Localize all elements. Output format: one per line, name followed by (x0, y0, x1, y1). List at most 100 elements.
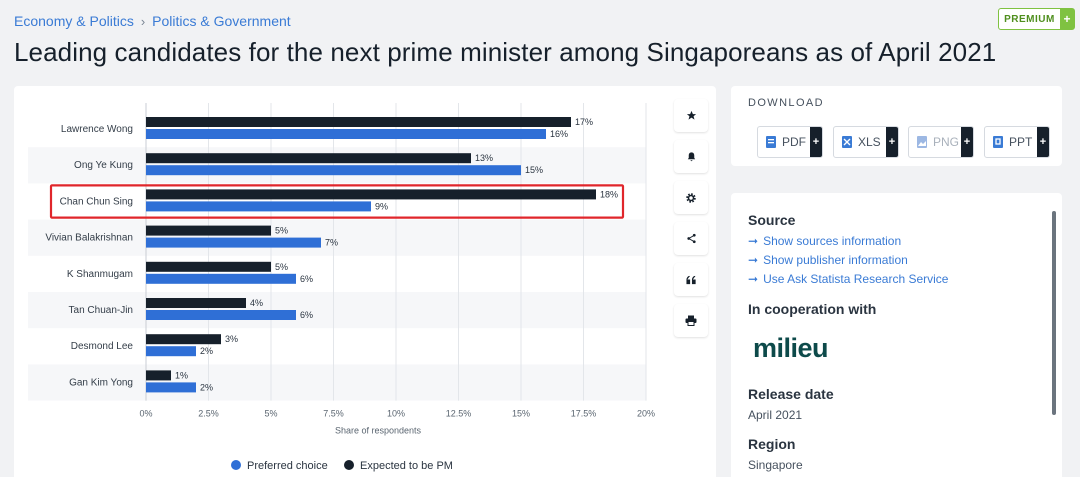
pdf-icon (766, 136, 776, 148)
bar-preferred-choice (146, 165, 521, 176)
gear-icon (686, 192, 696, 203)
bar-preferred-choice (146, 346, 196, 357)
cooperation-heading: In cooperation with (748, 301, 877, 317)
bar-expected-to-be-pm (146, 370, 171, 381)
arrow-right-icon: ➞ (748, 272, 759, 286)
ask-statista-label: Use Ask Statista Research Service (763, 272, 949, 286)
show-publisher-label: Show publisher information (763, 253, 908, 267)
show-sources-link[interactable]: ➞ Show sources information (748, 234, 901, 248)
value-label: 6% (300, 274, 313, 284)
region-heading: Region (748, 436, 796, 452)
value-label: 18% (600, 189, 618, 199)
download-title: DOWNLOAD (748, 97, 824, 109)
cite-button[interactable] (674, 263, 708, 296)
x-tick-label: 12.5% (446, 409, 472, 419)
release-date-value: April 2021 (748, 408, 803, 422)
x-tick-label: 5% (264, 409, 277, 419)
value-label: 5% (275, 262, 288, 272)
row-band (28, 219, 646, 256)
bar-preferred-choice (146, 129, 546, 139)
print-button[interactable] (674, 304, 708, 337)
info-scrollbar[interactable] (1052, 211, 1056, 415)
notification-button[interactable] (674, 140, 708, 173)
category-label: Gan Kim Yong (69, 377, 133, 388)
legend-marker (231, 460, 241, 470)
region-value: Singapore (748, 458, 803, 472)
breadcrumb-economy-politics[interactable]: Economy & Politics (14, 13, 134, 29)
bell-icon (687, 151, 695, 161)
category-label: K Shanmugam (67, 269, 133, 280)
value-label: 3% (225, 334, 238, 344)
bar-preferred-choice (146, 310, 296, 320)
settings-button[interactable] (674, 181, 708, 214)
breadcrumb-separator: › (140, 13, 146, 29)
download-ppt-plus: + (1037, 127, 1049, 157)
share-icon (686, 233, 696, 244)
download-png-plus: + (961, 127, 973, 157)
download-pdf-label: PDF (782, 135, 806, 149)
source-heading: Source (748, 212, 796, 228)
star-icon (686, 110, 696, 120)
print-icon (685, 315, 697, 326)
x-tick-label: 15% (512, 409, 530, 419)
bar-expected-to-be-pm (146, 298, 246, 308)
x-tick-label: 10% (387, 409, 405, 419)
chart: 0% 2.5% 5% 7.5% 10% 12.5% 15% 17.5% 20% Lawrence … (28, 103, 655, 472)
show-publisher-link[interactable]: ➞ Show publisher information (748, 253, 908, 267)
value-label: 5% (275, 226, 288, 236)
value-label: 13% (475, 153, 493, 163)
category-label: Vivian Balakrishnan (45, 233, 133, 244)
row-band (28, 292, 646, 329)
download-pdf-plus: + (810, 127, 822, 157)
quote-icon (685, 275, 696, 284)
category-label: Desmond Lee (71, 341, 134, 352)
share-button[interactable] (674, 222, 708, 255)
page-title: Leading candidates for the next prime mi… (14, 37, 997, 67)
bar-expected-to-be-pm (146, 189, 596, 200)
png-icon (917, 136, 927, 148)
download-pdf-button[interactable]: PDF + (757, 126, 823, 158)
legend-marker (344, 460, 354, 470)
bar-preferred-choice (146, 237, 321, 248)
bar-expected-to-be-pm (146, 117, 571, 127)
highlight-box (49, 184, 625, 219)
value-label: 7% (325, 238, 338, 248)
value-label: 9% (375, 201, 388, 211)
show-sources-label: Show sources information (763, 234, 902, 248)
x-axis-title: Share of respondents (335, 426, 422, 436)
x-tick-label: 20% (637, 409, 655, 419)
value-label: 17% (575, 117, 593, 127)
favorite-button[interactable] (674, 99, 708, 132)
legend-label: Preferred choice (247, 460, 328, 472)
download-card: DOWNLOAD PDF + XLS + PNG + PPT + (731, 86, 1062, 166)
x-tick-label: 7.5% (323, 409, 344, 419)
bar-expected-to-be-pm (146, 334, 221, 345)
download-xls-plus: + (886, 127, 898, 157)
category-label: Tan Chuan-Jin (69, 305, 133, 316)
bar-expected-to-be-pm (146, 153, 471, 164)
bar-preferred-choice (146, 201, 371, 212)
premium-plus: + (1060, 9, 1074, 29)
download-png-button[interactable]: PNG + (908, 126, 974, 158)
ppt-icon (993, 136, 1003, 148)
bar-preferred-choice (146, 382, 196, 393)
x-tick-label: 17.5% (571, 409, 597, 419)
premium-label: PREMIUM (1004, 13, 1055, 25)
value-label: 16% (550, 129, 568, 139)
value-label: 2% (200, 382, 213, 392)
legend-label: Expected to be PM (360, 460, 453, 472)
bar-preferred-choice (146, 273, 296, 284)
download-ppt-button[interactable]: PPT + (984, 126, 1050, 158)
ask-statista-link[interactable]: ➞ Use Ask Statista Research Service (748, 272, 948, 286)
x-tick-label: 0% (139, 409, 152, 419)
chart-toolbar (674, 99, 708, 345)
download-xls-button[interactable]: XLS + (833, 126, 899, 158)
x-tick-label: 2.5% (198, 409, 219, 419)
value-label: 2% (200, 346, 213, 356)
breadcrumb-politics-government[interactable]: Politics & Government (152, 13, 291, 29)
row-band (28, 364, 646, 401)
download-ppt-label: PPT (1009, 135, 1033, 149)
category-label: Ong Ye Kung (74, 160, 133, 171)
premium-button[interactable]: PREMIUM + (998, 8, 1075, 30)
arrow-right-icon: ➞ (748, 253, 759, 267)
